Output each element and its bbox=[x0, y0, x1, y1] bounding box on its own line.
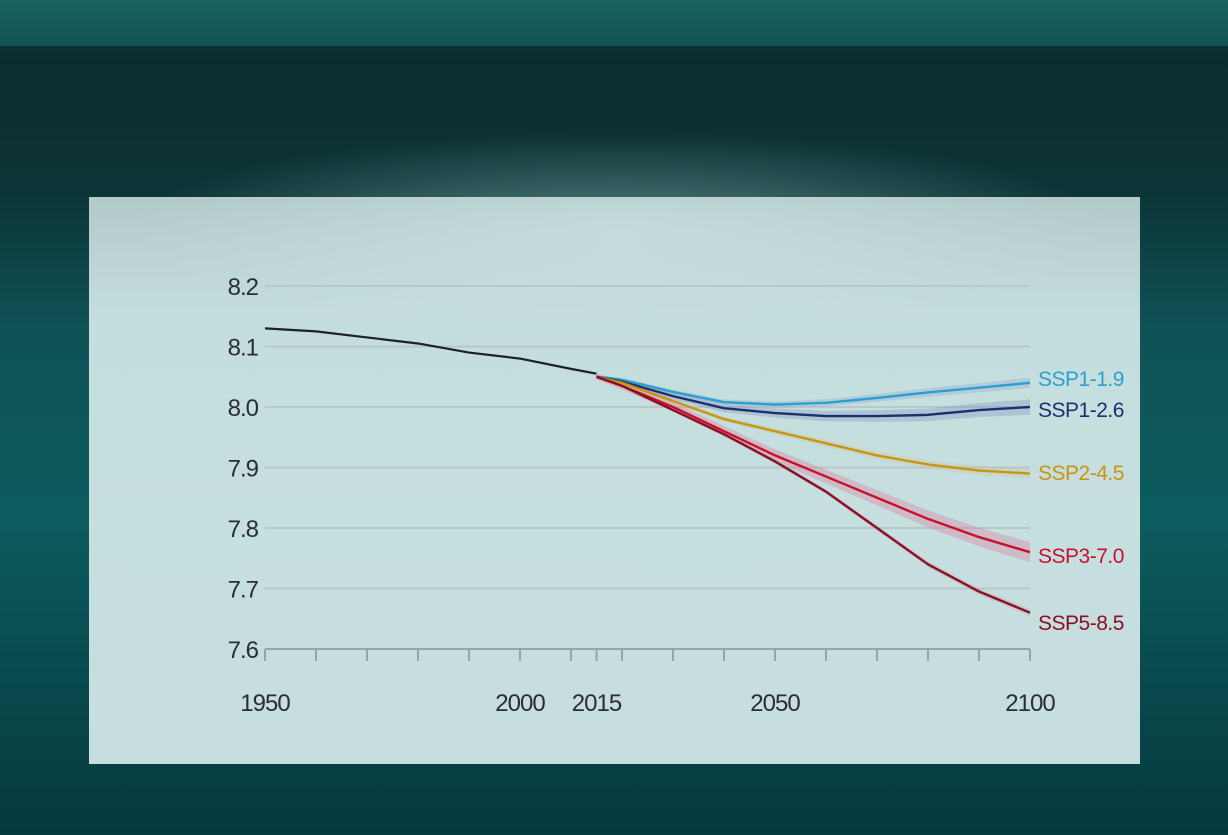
y-tick-label: 7.6 bbox=[228, 637, 259, 664]
series-line-ssp1-2-6 bbox=[596, 375, 1031, 418]
historical-line bbox=[264, 327, 597, 375]
series-labels: SSP1-1.9 SSP1-2.6 SSP2-4.5 SSP3-7.0 SSP5-8.5 bbox=[1038, 368, 1124, 635]
band-ssp1-1-9 bbox=[596, 375, 1030, 408]
y-tick-label: 8.1 bbox=[228, 335, 259, 362]
series-label-ssp2-4-5: SSP2-4.5 bbox=[1038, 462, 1124, 485]
band-ssp5-8-5 bbox=[596, 375, 1030, 617]
water-surface-band bbox=[0, 0, 1228, 46]
chart-panel bbox=[89, 197, 1140, 764]
x-tick-label: 2015 bbox=[572, 690, 622, 717]
y-tick-label: 8.0 bbox=[228, 395, 259, 422]
series-label-ssp1-1-9: SSP1-1.9 bbox=[1038, 368, 1124, 391]
x-tick-labels: 1950 2000 2015 2050 2100 bbox=[240, 690, 1056, 717]
y-tick-label: 8.2 bbox=[228, 274, 259, 301]
series-label-ssp1-2-6: SSP1-2.6 bbox=[1038, 399, 1124, 422]
y-tick-label: 7.8 bbox=[228, 516, 259, 543]
y-tick-labels: 8.2 8.1 8.0 7.9 7.8 7.7 7.6 bbox=[228, 274, 260, 664]
series-line-ssp3-7-0 bbox=[596, 375, 1031, 554]
x-tick-label: 2100 bbox=[1005, 690, 1055, 717]
series-line-ssp2-4-5 bbox=[596, 375, 1031, 475]
series-lines bbox=[264, 327, 1031, 614]
x-axis bbox=[264, 648, 1031, 661]
band-ssp1-2-6 bbox=[596, 374, 1030, 422]
series-label-ssp5-8-5: SSP5-8.5 bbox=[1038, 612, 1124, 635]
x-tick-label: 2050 bbox=[750, 690, 800, 717]
series-line-ssp1-1-9 bbox=[596, 375, 1031, 406]
x-tick-label: 2000 bbox=[495, 690, 545, 717]
series-line-ssp5-8-5 bbox=[596, 375, 1031, 614]
y-tick-label: 7.7 bbox=[228, 577, 259, 604]
grid-lines bbox=[265, 285, 1030, 590]
y-tick-label: 7.9 bbox=[228, 456, 259, 483]
band-ssp2-4-5 bbox=[596, 375, 1030, 479]
x-tick-label: 1950 bbox=[240, 690, 290, 717]
series-label-ssp3-7-0: SSP3-7.0 bbox=[1038, 545, 1124, 568]
